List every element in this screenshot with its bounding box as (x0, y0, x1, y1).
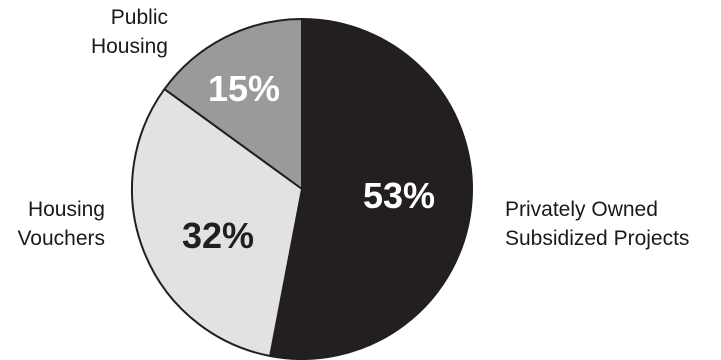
percentage-label-privately-owned-subsidized-projects: 53% (363, 175, 435, 216)
category-label-line: Vouchers (17, 227, 105, 250)
category-labels: Privately Owned Subsidized Projects Housin… (17, 6, 689, 250)
pie-slice-public-housing (163, 18, 303, 190)
pie-slices (131, 18, 473, 360)
percentage-label-housing-vouchers: 32% (182, 215, 254, 256)
category-label-privately-owned-subsidized-projects: Privately Owned Subsidized Projects (505, 198, 689, 250)
category-label-line: Housing (91, 35, 168, 58)
pie-slice-housing-vouchers (131, 88, 303, 357)
percentage-label-public-housing: 15% (208, 68, 280, 109)
category-label-housing-vouchers: Housing Vouchers (17, 198, 105, 250)
category-label-line: Subsidized Projects (505, 227, 689, 250)
category-label-line: Privately Owned (505, 198, 658, 221)
category-label-public-housing: Public Housing (91, 6, 168, 58)
pie-slice-privately-owned-subsidized-projects (269, 18, 473, 360)
percentage-labels: 53% 32% 15% (182, 68, 435, 256)
category-label-line: Housing (28, 198, 105, 221)
category-label-line: Public (111, 6, 168, 29)
